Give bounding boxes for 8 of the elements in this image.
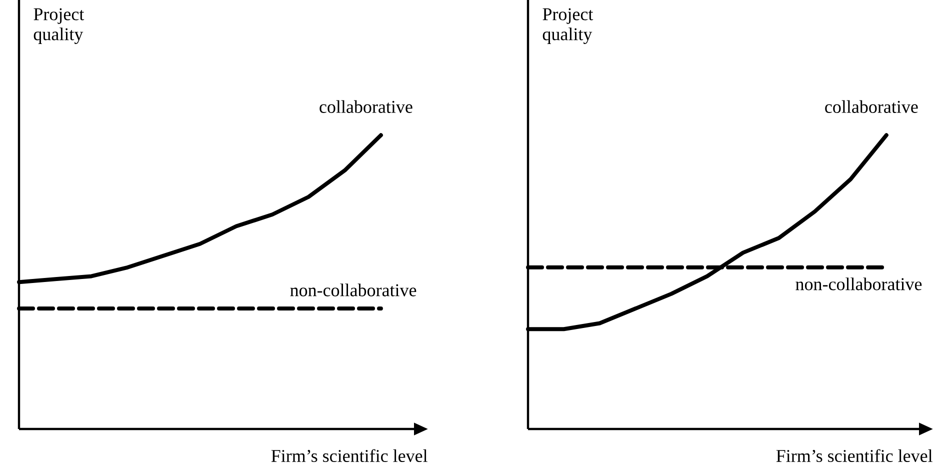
series-label: non-collaborative — [796, 278, 922, 290]
x-axis-title: Firm’s scientific level — [776, 449, 932, 462]
x-axis-title: Firm’s scientific level — [271, 449, 428, 462]
y-axis-title: Project quality — [542, 8, 594, 44]
series-label: non-collaborative — [290, 284, 416, 296]
y-axis-title: Project quality — [34, 8, 84, 44]
series-label: collaborative — [825, 100, 918, 113]
series-label: collaborative — [320, 100, 412, 113]
